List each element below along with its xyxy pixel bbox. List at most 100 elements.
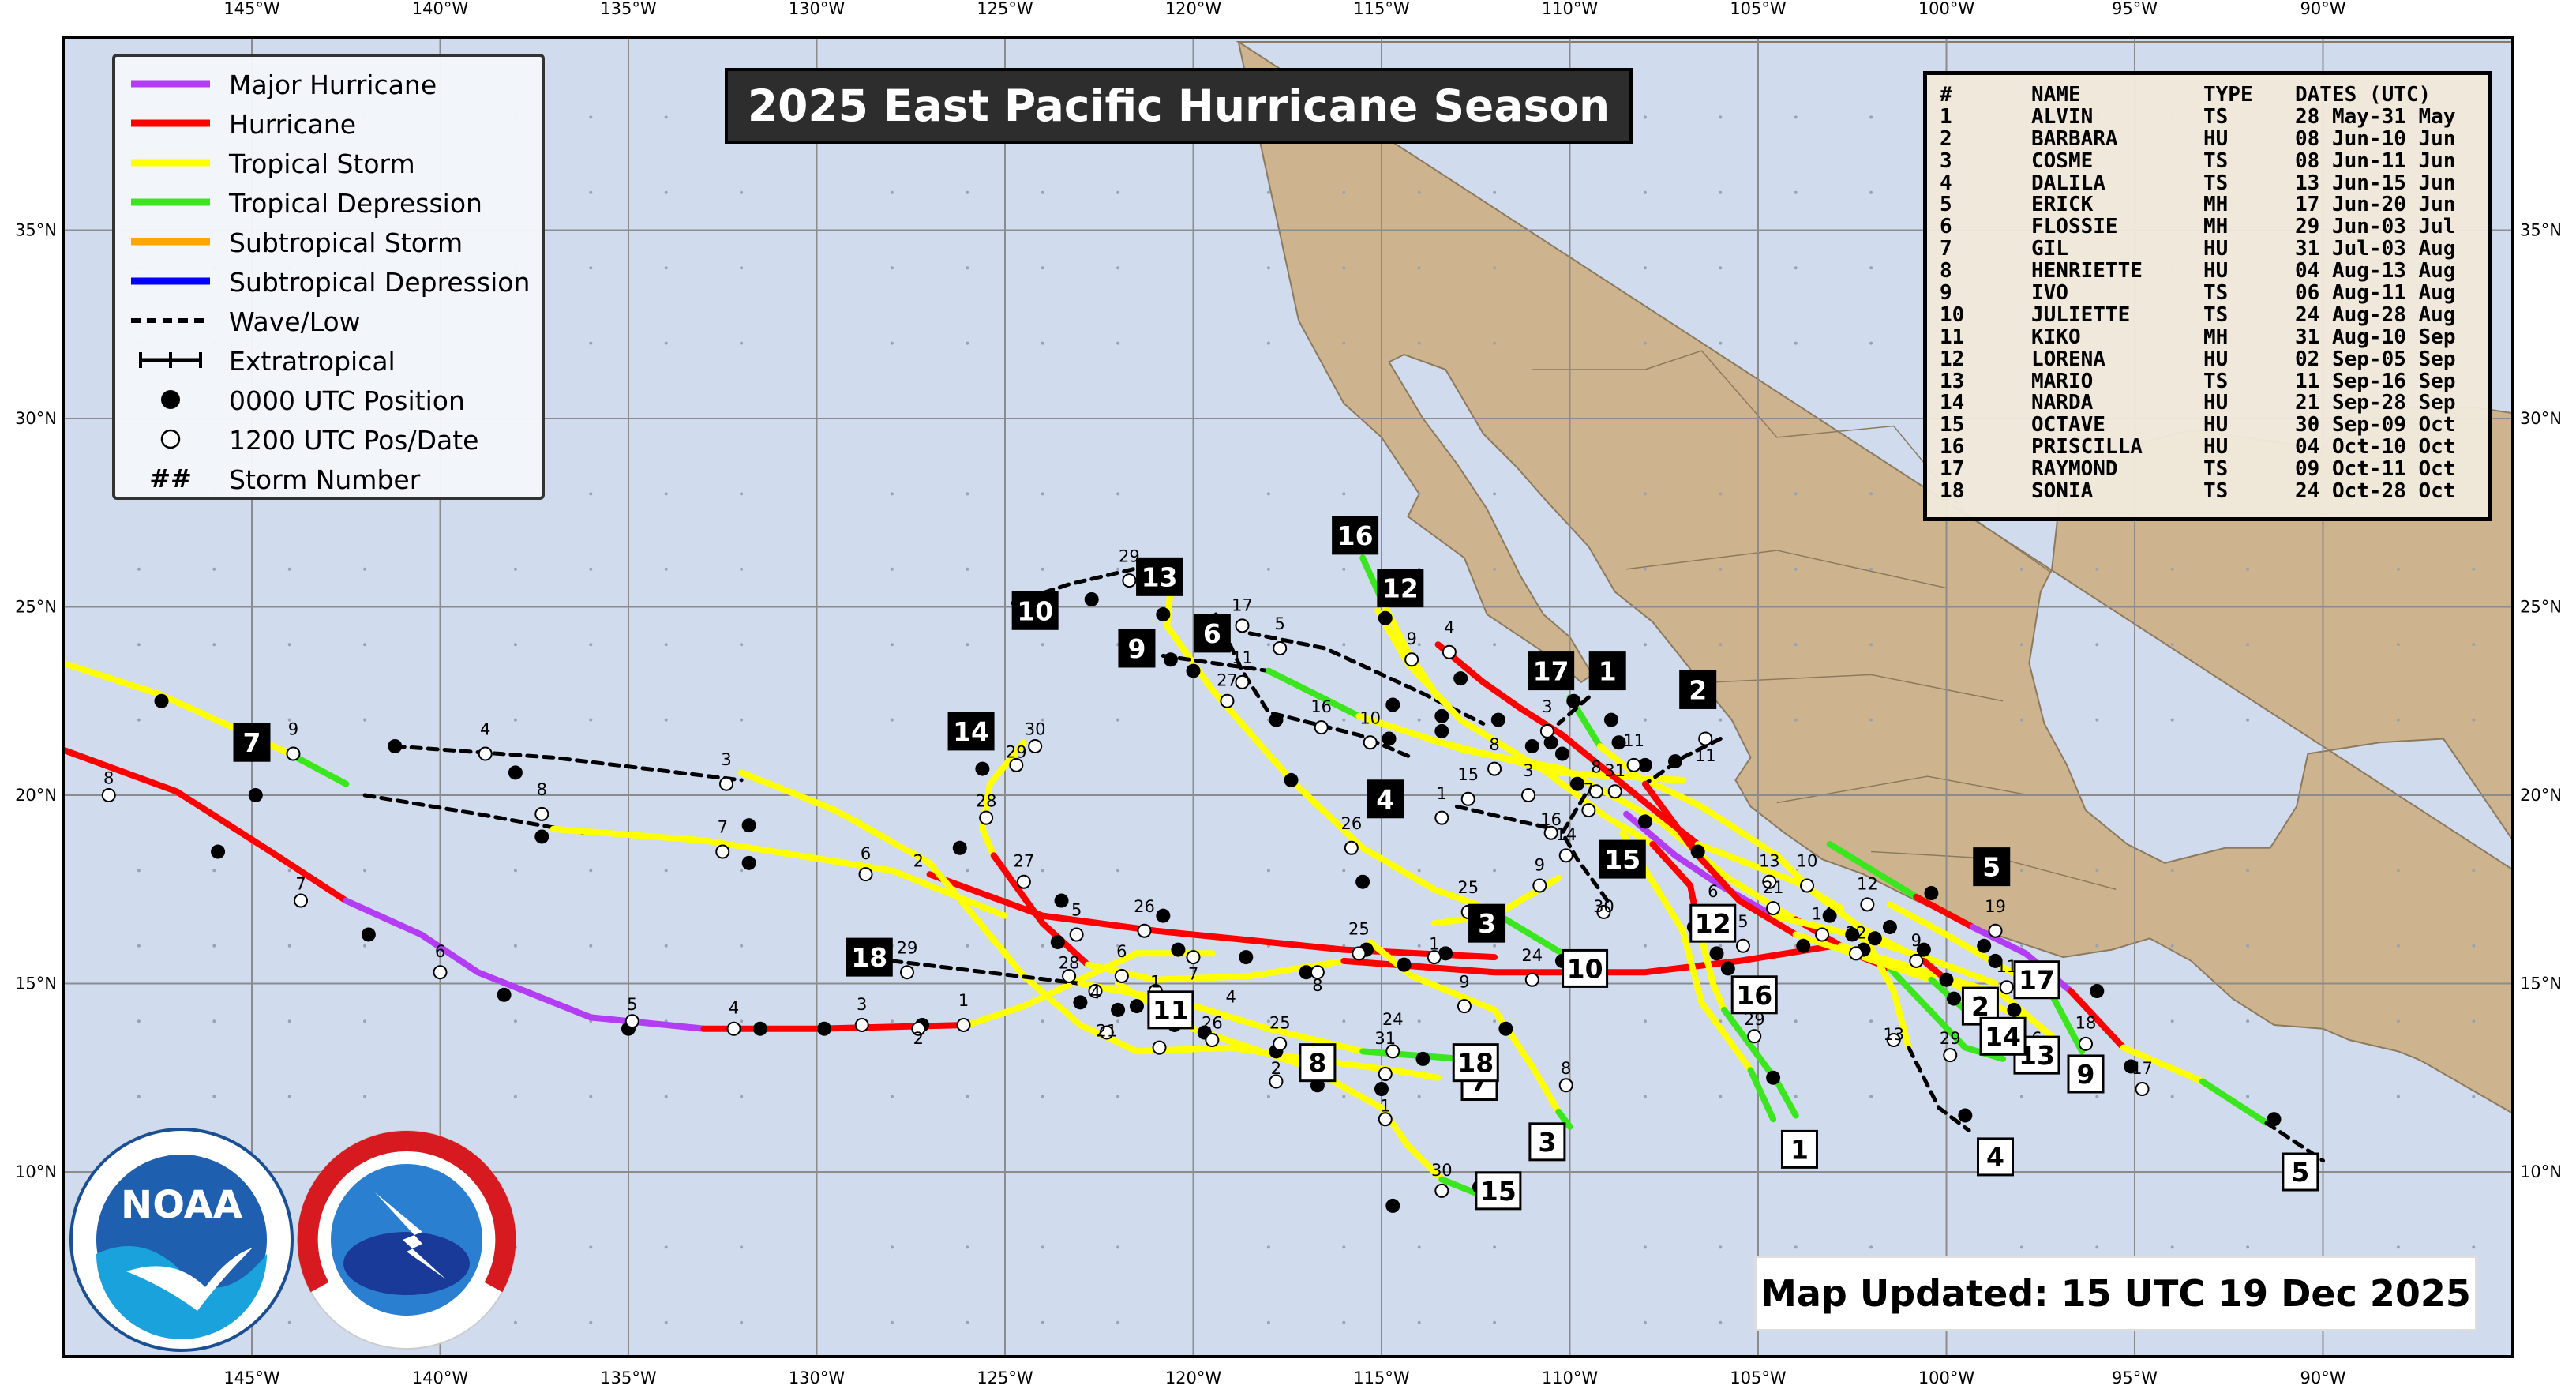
position-0000-utc [1668,754,1683,769]
storm-type-cell: HU [2203,435,2229,460]
position-0000-utc [1796,938,1811,953]
lon-tick-top: 110°W [1542,0,1599,18]
position-1200-utc [899,965,914,980]
storm-dates-cell: 31 Aug-10 Sep [2295,325,2456,349]
grid-dot [2019,869,2023,873]
position-1200-utc [1539,723,1554,738]
table-row: 13 MARIO TS 11 Sep-16 Sep [1940,369,2456,393]
grid-dot [2472,869,2476,873]
track-date-label: 27 [1013,852,1034,871]
storm-number-label: 15 [1480,1176,1517,1207]
track-date-label: 1 [1437,784,1447,803]
grid-dot [2396,643,2400,647]
line-orange-icon [131,238,210,246]
grid-dot [2396,567,2400,571]
line-red-icon [131,119,210,127]
position-1200-utc [1205,1033,1220,1048]
storm-type-cell: MH [2203,215,2229,239]
track-date-label: 27 [1217,671,1238,690]
grid-dot [1342,190,1346,194]
storm-number-box [1588,651,1626,691]
storm-number-label: 9 [2077,1059,2095,1090]
grid-dot [589,1094,593,1098]
storm-number-box [1689,903,1737,943]
position-0000-utc [1385,1198,1400,1213]
position-1200-utc [1909,953,1924,968]
lon-tick-bottom: 130°W [789,1369,846,1387]
legend-label: 1200 UTC Pos/Date [229,425,479,456]
storm-number-label: 18 [851,942,887,973]
grid-dot [1417,190,1421,194]
storm-name-cell: GIL [2031,237,2068,261]
storm-number-cell: 15 [1940,413,1965,437]
track-date-label: 24 [1382,1010,1404,1029]
grid-dot [664,1320,668,1324]
grid-dot [1794,718,1798,722]
grid-dot [966,944,969,948]
position-0000-utc [1988,953,2003,968]
storm-number-box [1332,516,1379,555]
legend-label: Subtropical Depression [229,267,531,298]
legend-label: Wave/Low [229,306,361,337]
legend-item-tropical-storm: Tropical Storm [115,144,542,182]
grid-dot [2095,1245,2099,1249]
grid-dot [1493,1245,1497,1249]
position-0000-utc [1924,886,1939,901]
track-date-label: 8 [103,769,114,788]
position-1200-utc [726,1021,741,1036]
grid-dot [287,1019,291,1023]
position-0000-utc [1453,671,1468,686]
storm-number-cell: 13 [1940,369,1965,393]
grid-dot [1719,1320,1723,1324]
track-date-label: 4 [1444,618,1454,637]
grid-dot [287,944,291,948]
position-0000-utc [1958,1108,1973,1123]
grid-dot [1719,266,1723,270]
grid-dot [1493,190,1497,194]
storm-number-box [1679,670,1717,709]
lon-tick-top: 130°W [789,0,846,18]
position-0000-utc [1129,999,1144,1014]
storm-number-cell: 17 [1940,457,1965,482]
track-segment [1161,654,1271,674]
lon-tick-top: 105°W [1730,0,1787,18]
grid-dot [1643,718,1647,722]
storm-type-cell: TS [2203,302,2229,327]
grid-dot [2396,718,2400,722]
track-date-label: 5 [1275,614,1285,633]
track-date-label: 11 [1623,731,1644,750]
grid-dot [1342,1320,1346,1324]
track-segment [1596,743,1927,964]
position-1200-utc [1314,720,1329,735]
grid-dot [363,643,367,647]
track-date-label: 26 [1202,1014,1223,1033]
lat-tick-right: 25°N [2520,598,2562,617]
track-date-label: 16 [1310,697,1332,716]
grid-dot [2095,643,2099,647]
grid-dot [2170,643,2174,647]
storm-tracks [63,554,2325,1213]
track-date-label: 7 [718,818,728,837]
grid-dot [2170,1245,2174,1249]
track-date-label: 11 [1695,746,1716,765]
table-row: 16 PRISCILLA HU 04 Oct-10 Oct [1940,436,2456,459]
legend-label: Tropical Storm [229,148,415,179]
position-0000-utc [1415,1051,1430,1066]
grid-dot [513,718,517,722]
grid-dot [1643,115,1647,119]
position-1200-utc [1122,573,1137,588]
grid-dot [1869,718,1873,722]
lon-tick-top: 115°W [1353,0,1410,18]
grid-dot [1041,341,1044,345]
grid-dot [2246,643,2250,647]
grid-dot [2396,944,2400,948]
position-1200-utc [1434,1183,1449,1198]
grid-dot [589,567,593,571]
grid-dot [1417,341,1421,345]
lon-tick-bottom: 115°W [1353,1369,1410,1387]
lat-tick-left: 15°N [15,974,57,993]
track-date-label: 7 [1188,965,1198,984]
lon-tick-bottom: 135°W [600,1369,657,1387]
grid-dot [1041,643,1044,647]
position-0000-utc [1709,946,1724,961]
